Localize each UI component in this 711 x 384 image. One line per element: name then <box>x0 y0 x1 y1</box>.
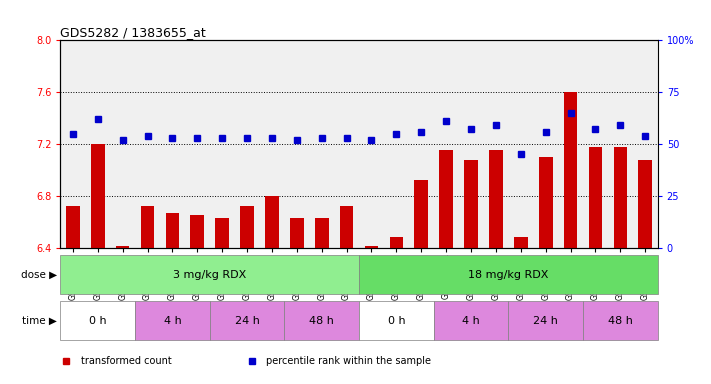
Bar <box>539 157 552 248</box>
Bar <box>265 196 279 248</box>
Bar <box>290 218 304 248</box>
Text: 4 h: 4 h <box>164 316 181 326</box>
Text: percentile rank within the sample: percentile rank within the sample <box>267 356 432 366</box>
Bar <box>365 247 378 248</box>
Bar <box>434 301 508 340</box>
Text: 24 h: 24 h <box>533 316 558 326</box>
Bar <box>284 301 359 340</box>
Bar <box>390 237 403 248</box>
Text: dose ▶: dose ▶ <box>21 270 57 280</box>
Bar <box>60 301 135 340</box>
Text: 0 h: 0 h <box>387 316 405 326</box>
Bar <box>166 213 179 248</box>
Bar <box>210 301 284 340</box>
Bar <box>315 218 328 248</box>
Bar <box>240 206 254 248</box>
Text: 4 h: 4 h <box>462 316 480 326</box>
Bar <box>489 151 503 248</box>
Bar <box>638 160 652 248</box>
Bar <box>583 301 658 340</box>
Bar <box>135 301 210 340</box>
Bar <box>191 215 204 248</box>
Bar <box>359 301 434 340</box>
Bar <box>91 144 105 248</box>
Text: 0 h: 0 h <box>89 316 107 326</box>
Bar <box>60 255 359 294</box>
Text: transformed count: transformed count <box>81 356 172 366</box>
Bar <box>508 301 583 340</box>
Bar <box>359 255 658 294</box>
Bar <box>340 206 353 248</box>
Bar <box>564 92 577 248</box>
Bar <box>66 206 80 248</box>
Bar <box>614 147 627 248</box>
Bar <box>215 218 229 248</box>
Text: 3 mg/kg RDX: 3 mg/kg RDX <box>173 270 247 280</box>
Bar <box>464 160 478 248</box>
Bar <box>141 206 154 248</box>
Text: 24 h: 24 h <box>235 316 260 326</box>
Text: 48 h: 48 h <box>608 316 633 326</box>
Bar <box>415 180 428 248</box>
Text: 48 h: 48 h <box>309 316 334 326</box>
Bar <box>439 151 453 248</box>
Bar <box>116 247 129 248</box>
Text: time ▶: time ▶ <box>22 316 57 326</box>
Bar <box>589 147 602 248</box>
Text: 18 mg/kg RDX: 18 mg/kg RDX <box>468 270 549 280</box>
Bar <box>514 237 528 248</box>
Text: GDS5282 / 1383655_at: GDS5282 / 1383655_at <box>60 26 206 39</box>
